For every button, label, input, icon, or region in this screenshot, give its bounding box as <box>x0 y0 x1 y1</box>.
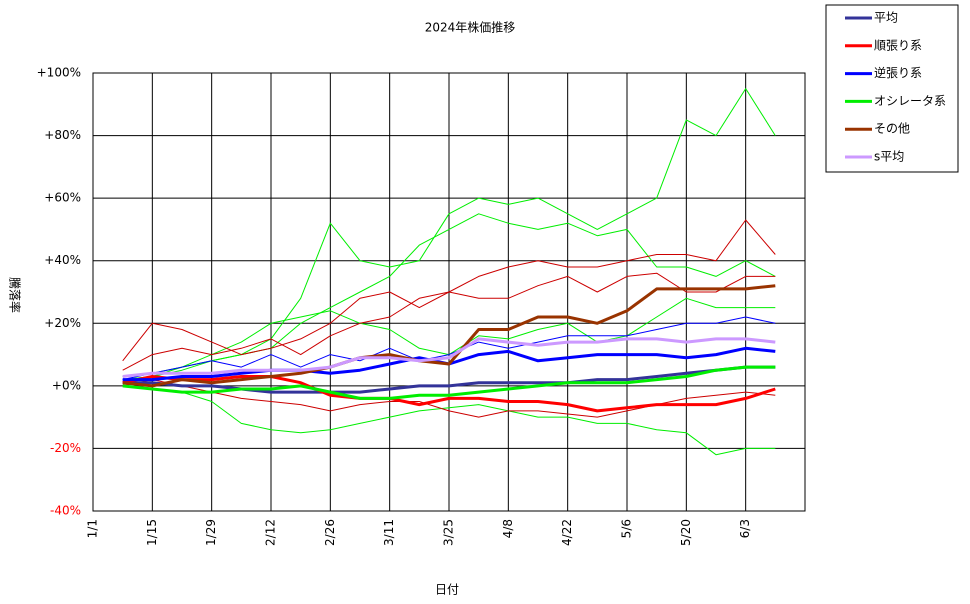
x-tick-label: 3/25 <box>442 519 456 546</box>
series-line <box>122 337 776 378</box>
legend-label: s平均 <box>874 150 904 164</box>
legend-label: その他 <box>874 122 910 136</box>
x-tick-label: 1/1 <box>86 519 100 538</box>
x-tick-label: 2/26 <box>323 519 337 546</box>
x-tick-label: 2/12 <box>264 519 278 546</box>
series-line <box>122 365 776 400</box>
x-tick-label: 1/29 <box>204 519 218 546</box>
legend-label: 逆張り系 <box>874 65 922 80</box>
legend-label: 順張り系 <box>874 38 922 52</box>
y-tick-label: +60% <box>44 191 81 205</box>
plot-border <box>92 72 806 512</box>
x-tick-label: 4/22 <box>560 519 574 546</box>
y-axis-title: 騰落率 <box>8 277 23 313</box>
detail-line <box>122 379 776 418</box>
x-tick-label: 6/3 <box>738 519 752 538</box>
x-tick-label: 4/8 <box>501 519 515 538</box>
y-tick-label: +100% <box>37 66 81 80</box>
y-tick-label: -20% <box>50 441 81 455</box>
y-tick-label: +0% <box>52 378 81 392</box>
x-tick-label: 1/15 <box>145 519 159 546</box>
detail-line <box>122 213 776 377</box>
detail-line <box>122 272 776 371</box>
x-tick-label: 5/20 <box>679 519 693 546</box>
series-line <box>122 375 776 413</box>
y-tick-label: -40% <box>50 504 81 518</box>
y-tick-label: +20% <box>44 316 81 330</box>
detail-line <box>122 385 776 456</box>
legend-label: 平均 <box>874 11 898 25</box>
x-tick-label: 5/6 <box>620 519 634 538</box>
chart-title: 2024年株価推移 <box>425 20 516 35</box>
legend-label: オシレータ系 <box>874 94 946 108</box>
legend-box <box>825 4 959 173</box>
x-axis-title: 日付 <box>435 583 459 597</box>
series-line <box>122 284 776 388</box>
x-tick-label: 3/11 <box>382 519 396 546</box>
detail-line <box>122 316 776 381</box>
y-tick-label: +80% <box>44 128 81 142</box>
series-line <box>122 365 776 394</box>
y-tick-label: +40% <box>44 253 81 267</box>
